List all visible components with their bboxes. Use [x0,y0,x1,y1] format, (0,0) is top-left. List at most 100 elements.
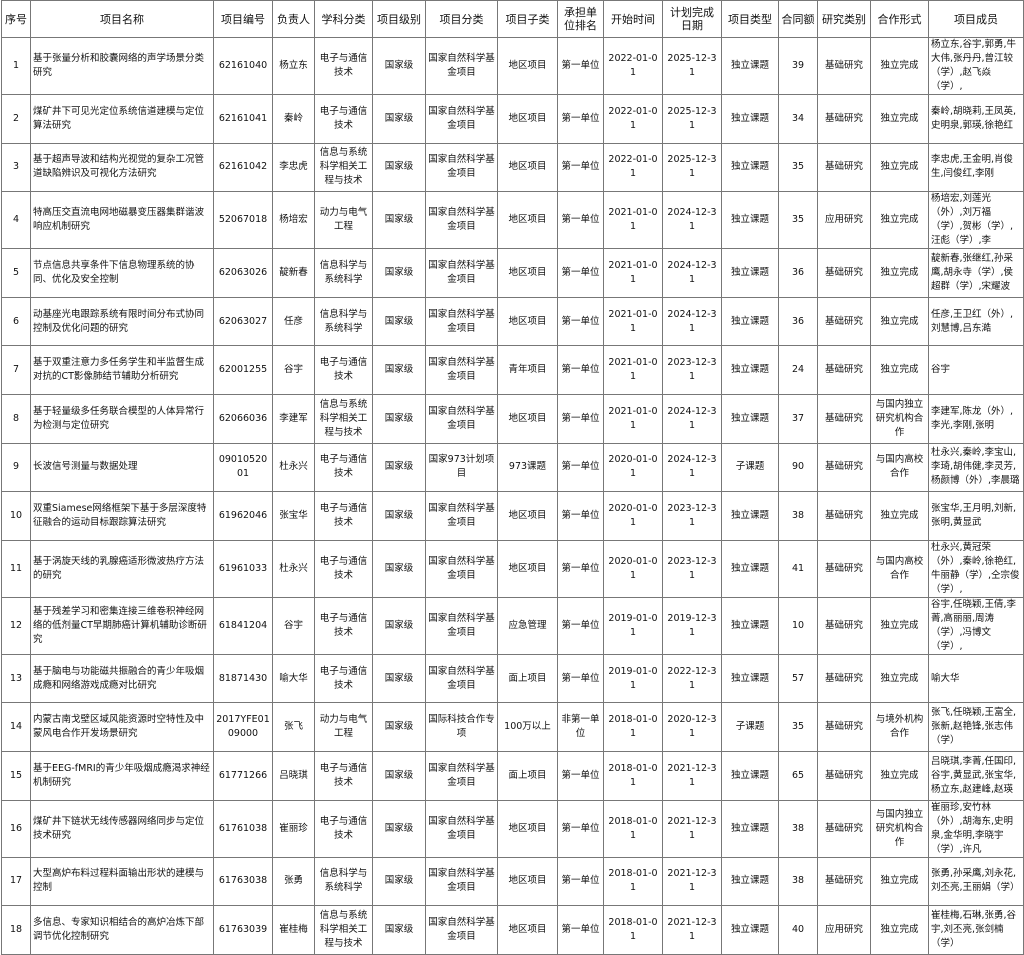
table-row: 5 节点信息共享条件下信息物理系统的协同、优化及安全控制 62063026 靛新春 信息… [1,248,1024,298]
table-cell: 61771266 [213,750,273,801]
table-cell: 62161040 [213,37,273,95]
table-cell: 信息与系统科学相关工程与技术 [314,393,373,444]
table-cell: 地区项目 [497,37,558,95]
table-cell: 2022-01-01 [603,94,663,144]
table-cell: 2021-01-01 [603,296,663,347]
table-cell: 吕晓琪 [272,750,315,801]
table-cell: 国家自然科学基金项目 [425,345,498,395]
table-cell: 2023-12-31 [662,539,722,598]
table-cell: 独立完成 [870,142,929,193]
header-cell: 项目级别 [372,0,426,38]
table-cell: 李建军 [272,393,315,444]
table-cell: 谷宇,任晓颖,王倩,李菁,高丽丽,周涛（学）,冯博文（学）, [928,596,1024,655]
table-cell: 地区项目 [497,142,558,193]
table-cell: 61763039 [213,905,273,955]
table-cell: 2 [1,94,31,144]
table-cell: 12 [1,596,31,655]
table-row: 3 基于超声导波和结构光视觉的复杂工况管道缺陷辨识及可视化方法研究 62161042… [1,142,1024,193]
table-cell: 2021-12-31 [662,856,722,907]
table-cell: 国家自然科学基金项目 [425,191,498,250]
table-cell: 第一单位 [557,653,604,704]
table-cell: 青年项目 [497,345,558,395]
table-cell: 第一单位 [557,393,604,444]
table-cell: 国家级 [372,345,426,395]
table-cell: 2024-12-31 [662,191,722,250]
table-cell: 第一单位 [557,856,604,907]
table-cell: 电子与通信技术 [314,345,373,395]
table-cell: 地区项目 [497,248,558,298]
table-cell: 电子与通信技术 [314,37,373,95]
table-cell: 杜永兴 [272,539,315,598]
table-cell: 国家自然科学基金项目 [425,491,498,541]
table-cell: 2021-01-01 [603,191,663,250]
table-cell: 2024-12-31 [662,296,722,347]
header-cell: 项目分类 [425,0,498,38]
table-cell: 2019-01-01 [603,653,663,704]
table-cell: 国际科技合作专项 [425,702,498,752]
header-cell: 序号 [1,0,31,38]
table-row: 9 长波信号测量与数据处理 0901052001 杜永兴 电子与通信技术 国家级 国家973… [1,442,1024,493]
table-row: 14 内蒙古南戈壁区域风能资源时空特性及中蒙风电合作开发场景研究 2017YFE01… [1,702,1024,752]
table-cell: 独立课题 [721,191,779,250]
table-cell: 5 [1,248,31,298]
table-cell: 36 [778,248,818,298]
table-cell: 电子与通信技术 [314,442,373,493]
table-row: 4 特高压交直流电网地磁暴变压器集群谐波响应机制研究 52067018 杨培宏 动力与电… [1,191,1024,250]
table-row: 8 基于轻量级多任务联合模型的人体异常行为检测与定位研究 62066036 李建军 信息… [1,393,1024,444]
table-cell: 15 [1,750,31,801]
table-cell: 独立完成 [870,296,929,347]
table-cell: 2021-01-01 [603,248,663,298]
table-cell: 90 [778,442,818,493]
table-cell: 基于脑电与功能磁共振融合的青少年吸烟成瘾和网络游戏成瘾对比研究 [30,653,214,704]
table-cell: 与境外机构合作 [870,702,929,752]
table-cell: 靛新春 [272,248,315,298]
table-row: 6 动基座光电跟踪系统有限时间分布式协同控制及优化问题的研究 62063027 任彦信… [1,296,1024,347]
table-cell: 13 [1,653,31,704]
table-cell: 2020-12-31 [662,702,722,752]
table-cell: 电子与通信技术 [314,94,373,144]
table-cell: 独立课题 [721,248,779,298]
table-cell: 基础研究 [817,345,871,395]
table-cell: 37 [778,393,818,444]
table-cell: 双重Siamese网络框架下基于多层深度特征融合的运动目标跟踪算法研究 [30,491,214,541]
table-cell: 电子与通信技术 [314,750,373,801]
table-cell: 10 [778,596,818,655]
table-cell: 电子与通信技术 [314,596,373,655]
table-row: 16 煤矿井下链状无线传感器网络同步与定位技术研究 61761038 崔丽珍 电子与通信… [1,799,1024,858]
table-cell: 国家级 [372,248,426,298]
table-cell: 吕晓琪,李菁,任国印,谷宇,黄显武,张宝华,杨立东,赵建峰,赵瑛 [928,750,1024,801]
table-cell: 独立课题 [721,94,779,144]
table-cell: 独立完成 [870,750,929,801]
table-cell: 非第一单位 [557,702,604,752]
table-cell: 2022-12-31 [662,653,722,704]
table-cell: 煤矿井下链状无线传感器网络同步与定位技术研究 [30,799,214,858]
table-cell: 独立完成 [870,191,929,250]
table-cell: 61962046 [213,491,273,541]
table-cell: 62161041 [213,94,273,144]
table-cell: 面上项目 [497,653,558,704]
table-cell: 国家级 [372,393,426,444]
table-cell: 独立完成 [870,653,929,704]
table-cell: 信息科学与系统科学 [314,296,373,347]
table-row: 1 基于张量分析和胶囊网络的声学场景分类研究 62161040 杨立东 电子与通信技术国… [1,37,1024,95]
table-cell: 国家级 [372,799,426,858]
header-cell: 合同额 [778,0,818,38]
table-cell: 国家自然科学基金项目 [425,905,498,955]
table-row: 15 基于EEG-fMRI的青少年吸烟成瘾渴求神经机制研究 61771266 吕晓琪电… [1,750,1024,801]
table-cell: 第一单位 [557,37,604,95]
table-cell: 第一单位 [557,296,604,347]
table-cell: 国家自然科学基金项目 [425,856,498,907]
table-cell: 基础研究 [817,702,871,752]
table-cell: 973课题 [497,442,558,493]
header-cell: 项目成员 [928,0,1024,38]
table-row: 11 基于涡旋天线的乳腺癌适形微波热疗方法的研究 61961033 杜永兴 电子与通信技… [1,539,1024,598]
table-cell: 2023-12-31 [662,345,722,395]
table-cell: 基于超声导波和结构光视觉的复杂工况管道缺陷辨识及可视化方法研究 [30,142,214,193]
table-cell: 第一单位 [557,596,604,655]
table-cell: 基础研究 [817,750,871,801]
table-cell: 独立课题 [721,750,779,801]
table-cell: 62161042 [213,142,273,193]
table-cell: 38 [778,856,818,907]
table-cell: 与国内独立研究机构合作 [870,799,929,858]
